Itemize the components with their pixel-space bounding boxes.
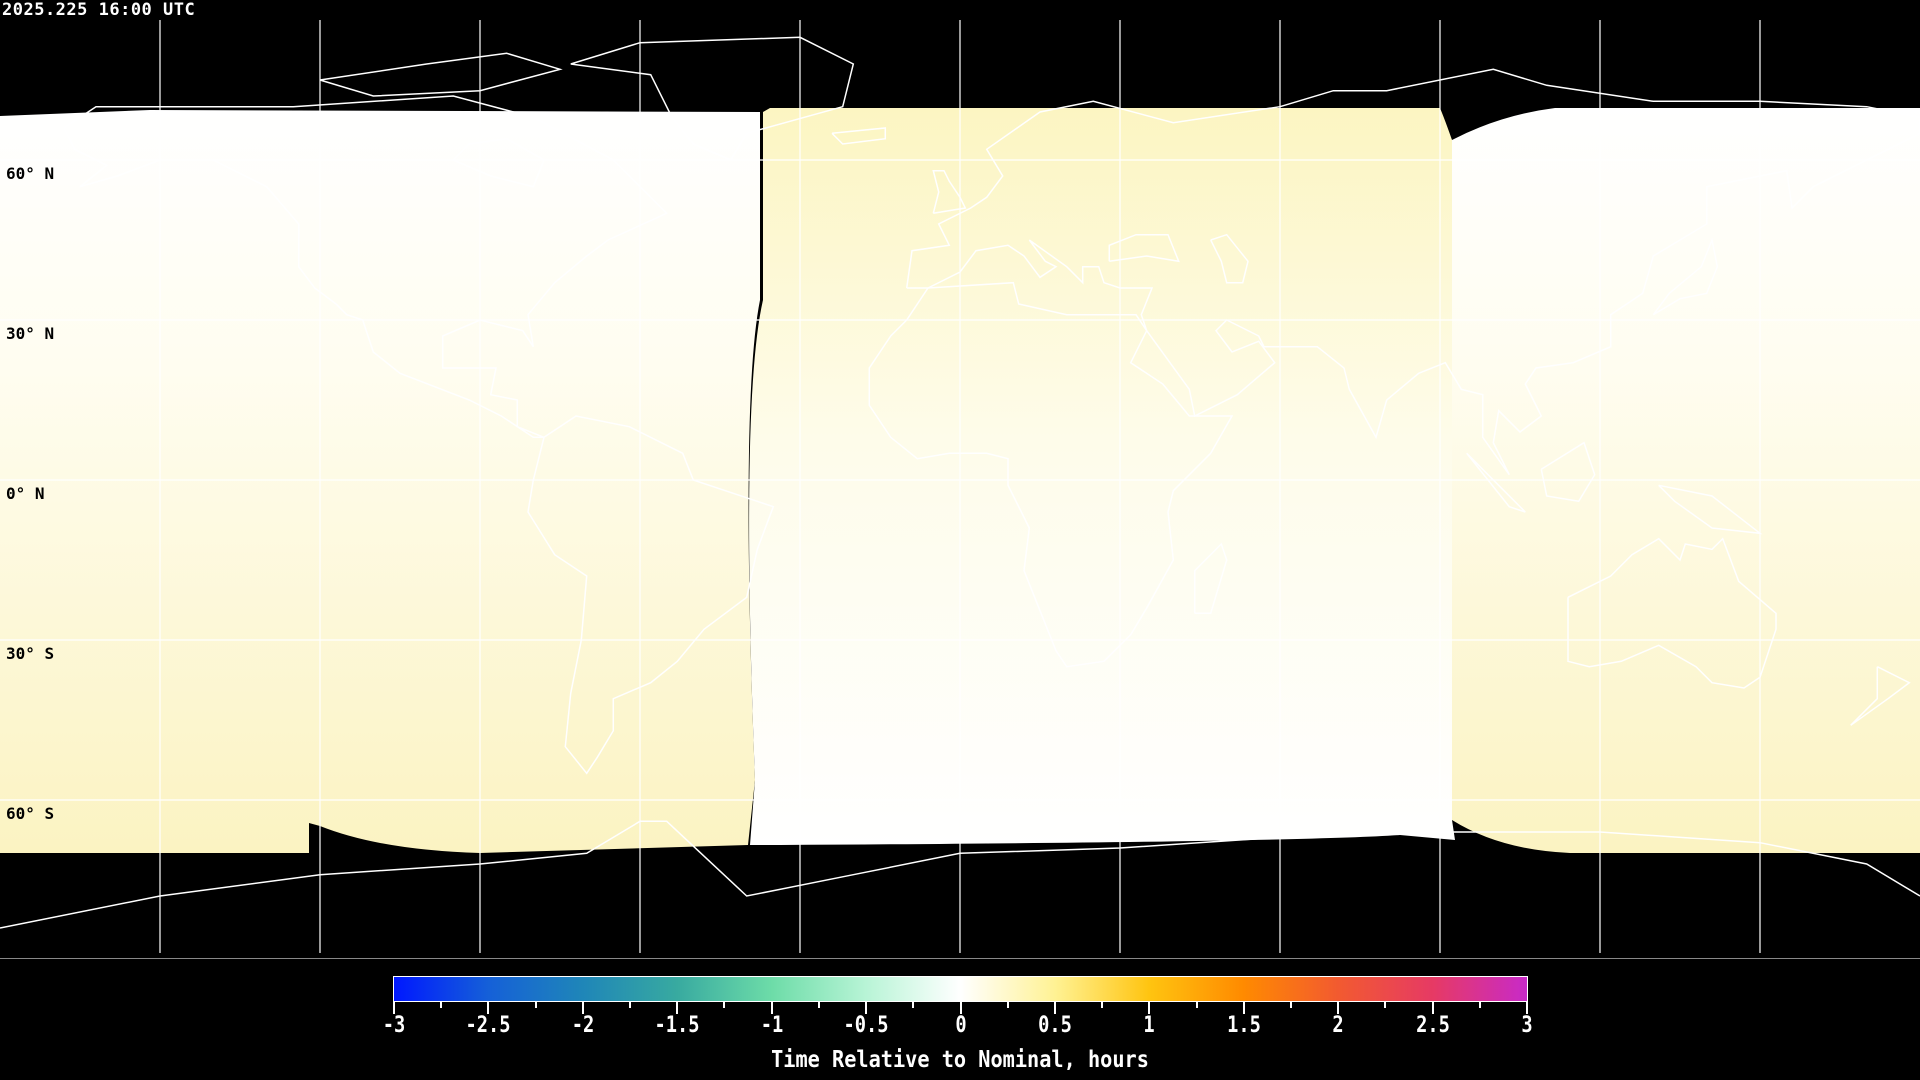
colorbar-tick (440, 1002, 443, 1008)
latitude-label: 60° S (6, 804, 55, 823)
colorbar-tick (1478, 1002, 1481, 1008)
coastline (1210, 233, 1249, 284)
colorbar-tick (1384, 1002, 1387, 1008)
colorbar-tick (1431, 1002, 1434, 1014)
colorbar-tick-label: 3 (1521, 1013, 1533, 1038)
colorbar-tick-label: -2.5 (465, 1013, 511, 1038)
colorbar (393, 976, 1528, 1002)
world-map (0, 20, 1920, 953)
colorbar-tick-label: -0.5 (843, 1013, 889, 1038)
colorbar-tick-label: 1 (1143, 1013, 1155, 1038)
colorbar-tick (1148, 1002, 1151, 1014)
colorbar-tick (1006, 1002, 1009, 1008)
coastline (1193, 542, 1228, 615)
colorbar-tick (817, 1002, 820, 1008)
latitude-label: 30° N (6, 324, 55, 343)
colorbar-tick (1195, 1002, 1198, 1008)
coastline (570, 36, 855, 161)
colorbar-title: Time Relative to Nominal, hours (771, 1047, 1149, 1073)
coastline (1658, 484, 1763, 535)
colorbar-tick (959, 1002, 962, 1014)
coastline (932, 169, 967, 215)
colorbar-tick-label: 0.5 (1038, 1013, 1072, 1038)
colorbar-tick-label: 0 (954, 1013, 967, 1038)
colorbar-tick (1337, 1002, 1340, 1014)
colorbar-tick-label: 2 (1332, 1013, 1344, 1038)
coastline (1108, 233, 1180, 263)
coastline (1540, 441, 1596, 503)
colorbar-tick-label: -1 (760, 1013, 783, 1038)
latitude-label: 60° N (6, 164, 55, 183)
colorbar-tick (912, 1002, 915, 1008)
colorbar-tick (770, 1002, 773, 1014)
colorbar-tick (1526, 1002, 1528, 1014)
colorbar-tick (393, 1002, 395, 1014)
colorbar-tick (581, 1002, 584, 1014)
timestamp: 2025.225 16:00 UTC (2, 0, 196, 20)
latitude-label: 30° S (6, 644, 55, 663)
coastline (831, 127, 887, 145)
colorbar-tick (1242, 1002, 1245, 1014)
coverage-west (0, 110, 760, 853)
colorbar-tick (487, 1002, 490, 1014)
colorbar-tick-label: -3 (382, 1013, 406, 1038)
colorbar-tick-label: -1.5 (654, 1013, 700, 1038)
coverage-central (749, 108, 1455, 845)
coastline (527, 415, 775, 775)
colorbar-tick (1101, 1002, 1104, 1008)
coastlines-on-dark (0, 20, 1920, 953)
colorbar-tick (676, 1002, 679, 1014)
colorbar-tick-label: 1.5 (1226, 1013, 1261, 1038)
colorbar-tick (1289, 1002, 1292, 1008)
colorbar-tick (629, 1002, 632, 1008)
coastline (0, 820, 1920, 929)
colorbar-tick (723, 1002, 726, 1008)
latitude-label: 0° N (6, 484, 45, 503)
coastline (319, 52, 563, 97)
colorbar-tick (1053, 1002, 1056, 1014)
coastline (905, 68, 1920, 476)
coastline (1850, 666, 1911, 726)
colorbar-tick-label: 2.5 (1415, 1013, 1450, 1038)
coastline (1652, 237, 1719, 316)
coastline (1567, 537, 1777, 689)
colorbar-tick-label: -2 (571, 1013, 595, 1038)
colorbar-tick (865, 1002, 868, 1014)
colorbar-tick (534, 1002, 537, 1008)
map-border (0, 958, 1920, 959)
